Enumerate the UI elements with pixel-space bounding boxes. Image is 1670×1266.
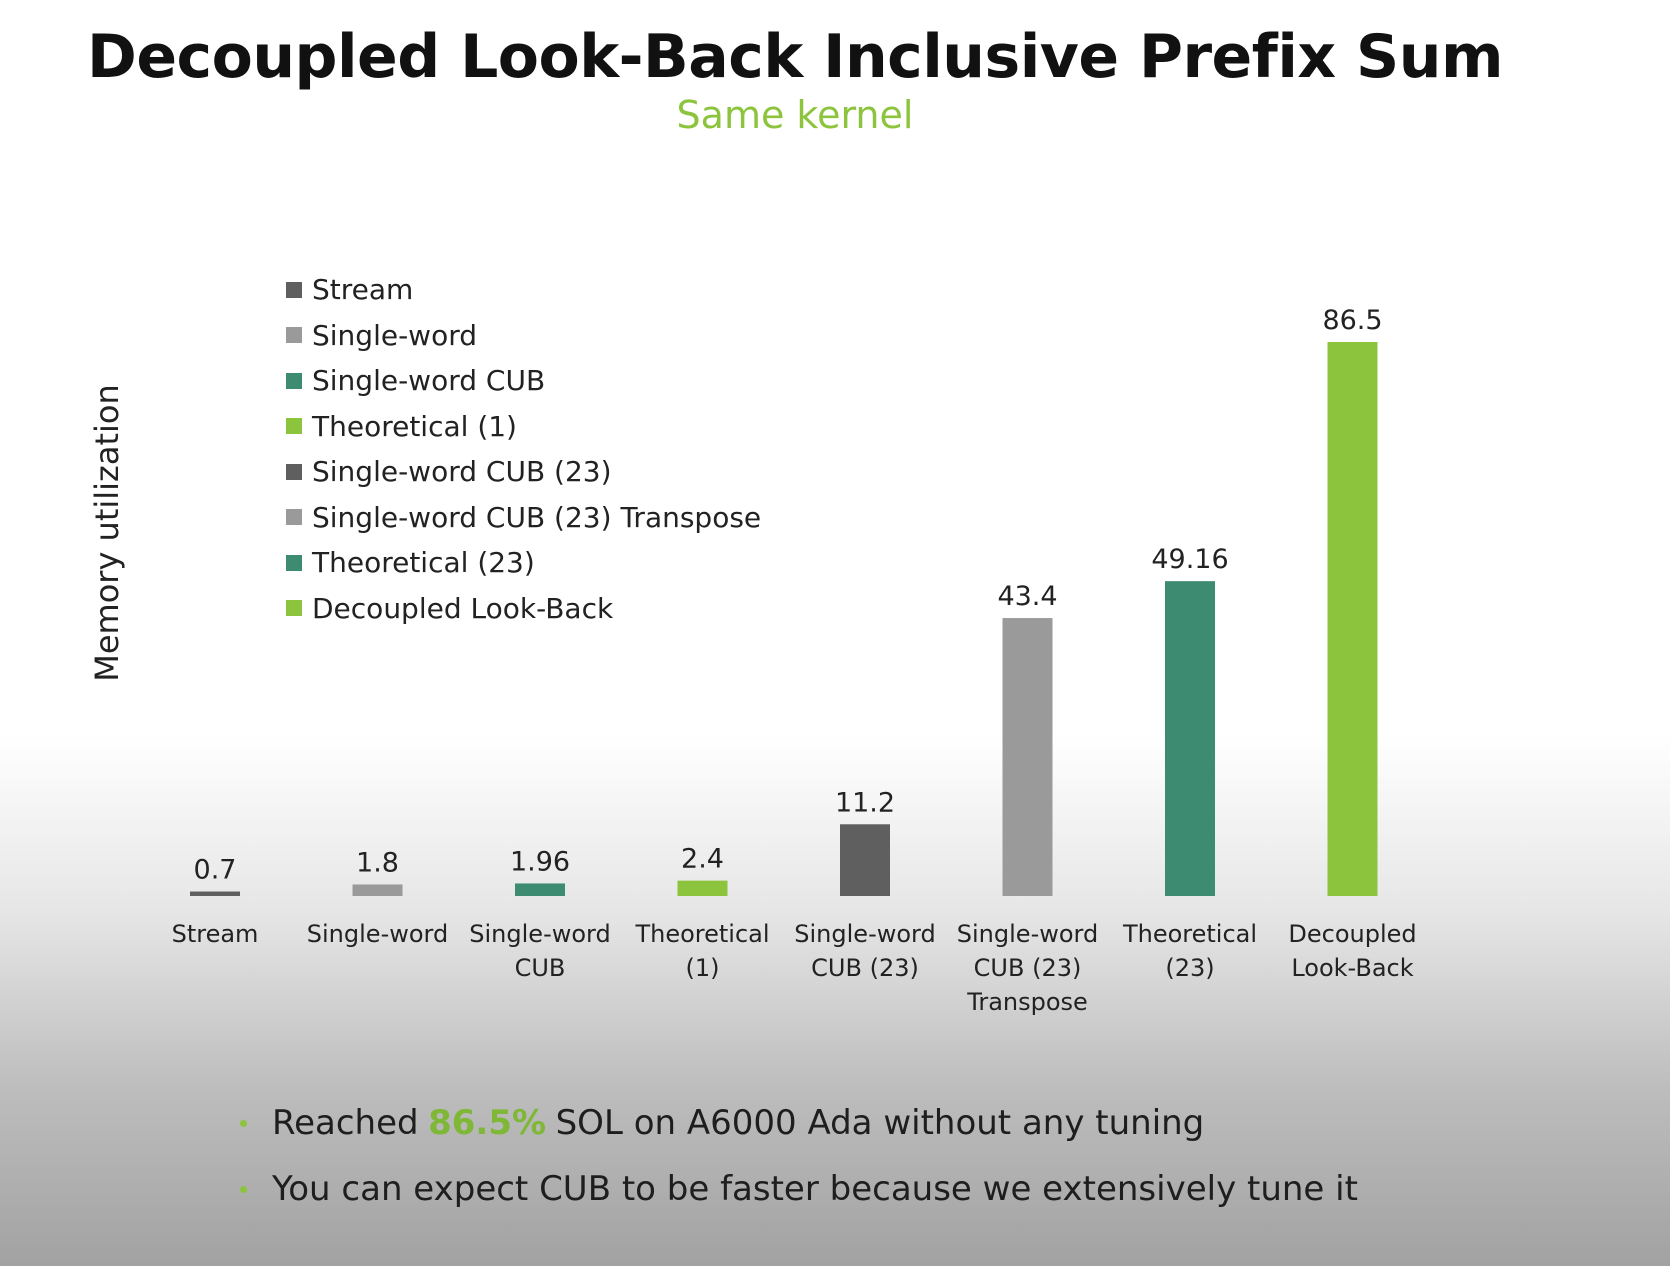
bar-value-label: 2.4 [681, 844, 724, 875]
legend-label: Single-word CUB (23) [312, 455, 612, 489]
bar [840, 824, 890, 896]
bar-value-label: 11.2 [835, 787, 895, 818]
x-tick-label-line: Stream [172, 920, 259, 948]
x-tick-label-line: (23) [1165, 954, 1214, 982]
legend-label: Single-word CUB (23) Transpose [312, 500, 762, 534]
bullet-item: You can expect CUB to be faster because … [240, 1156, 1358, 1222]
chart-subtitle: Same kernel [676, 93, 914, 137]
legend-item: Single-word CUB (23) Transpose [286, 495, 761, 541]
x-tick-label-line: Theoretical [1122, 920, 1257, 948]
legend-label: Decoupled Look-Back [312, 591, 614, 625]
x-tick-label-line: Look-Back [1291, 954, 1413, 982]
legend-swatch [286, 281, 302, 298]
bullet-text-post: SOL on A6000 Ada without any tuning [555, 1103, 1205, 1143]
legend-item: Decoupled Look-Back [286, 586, 761, 632]
x-tick-label-line: Single-word [957, 920, 1098, 948]
bullet-text: You can expect CUB to be faster because … [272, 1169, 1358, 1209]
bar-value-label: 49.16 [1151, 544, 1228, 575]
x-tick-label: Single-word CUB (23) [794, 920, 935, 982]
legend-swatch [286, 372, 302, 389]
legend-item: Single-word [286, 313, 761, 359]
x-tick-label-line: Decoupled [1288, 920, 1416, 948]
legend-swatch [286, 463, 302, 480]
bar [1002, 618, 1053, 896]
x-tick-label: Theoretical (1) [634, 920, 769, 982]
bar [677, 880, 728, 896]
bullet-dot [240, 1119, 247, 1127]
x-tick-label: Single-word CUB (23) Transpose [957, 920, 1098, 1016]
bar [352, 884, 403, 896]
chart-legend: Stream Single-word Single-word CUB Theoreti… [286, 267, 761, 631]
legend-item: Single-word CUB [286, 358, 761, 404]
legend-item: Stream [286, 267, 761, 313]
bullet-text-pre: Reached [272, 1103, 419, 1143]
bar [190, 891, 240, 896]
x-tick-label-line: (1) [686, 954, 720, 982]
x-tick-label-line: Theoretical [634, 920, 769, 948]
legend-label: Theoretical (1) [312, 409, 517, 443]
chart-title: Decoupled Look-Back Inclusive Prefix Sum [87, 22, 1503, 92]
bar-value-label: 86.5 [1322, 305, 1382, 336]
bar-value-label: 1.96 [510, 846, 570, 877]
x-tick-label: Theoretical (23) [1122, 920, 1257, 982]
bar-value-label: 43.4 [997, 581, 1057, 612]
legend-swatch [286, 554, 302, 571]
x-tick-label-line: CUB (23) [811, 954, 919, 982]
legend-label: Single-word [312, 318, 478, 352]
legend-item: Single-word CUB (23) [286, 449, 761, 495]
y-axis-label: Memory utilization [88, 384, 126, 682]
x-tick-label: Decoupled Look-Back [1288, 920, 1416, 982]
bullet-dot [240, 1185, 247, 1193]
x-tick-label: Single-word CUB [469, 920, 610, 982]
legend-item: Theoretical (1) [286, 404, 761, 450]
x-tick-label: Stream [172, 920, 259, 948]
legend-label: Theoretical (23) [312, 546, 535, 580]
bar-value-label: 1.8 [356, 847, 399, 878]
bar-value-label: 0.7 [194, 855, 237, 886]
x-tick-label-line: Single-word [307, 920, 448, 948]
legend-label: Stream [312, 273, 414, 307]
bar [1165, 581, 1215, 896]
x-tick-label-line: Single-word [469, 920, 610, 948]
x-tick-label-line: Single-word [794, 920, 935, 948]
bar [515, 883, 565, 896]
x-tick-label-line: Transpose [966, 988, 1088, 1016]
bullet-item: Reached 86.5% SOL on A6000 Ada without a… [240, 1090, 1358, 1156]
legend-swatch [286, 327, 302, 344]
x-tick-label: Single-word [307, 920, 448, 948]
legend-swatch [286, 600, 302, 617]
bar [1327, 342, 1378, 896]
x-tick-label-line: CUB [515, 954, 566, 982]
bullet-highlight: 86.5% [428, 1103, 547, 1143]
legend-swatch [286, 418, 302, 435]
legend-item: Theoretical (23) [286, 540, 761, 586]
x-tick-label-line: CUB (23) [974, 954, 1082, 982]
bullet-list: Reached 86.5% SOL on A6000 Ada without a… [240, 1090, 1358, 1222]
bars-group: 0.7 Stream 1.8 Single-word 1.96 Single-word CU… [172, 305, 1417, 1016]
legend-swatch [286, 509, 302, 526]
legend-label: Single-word CUB [312, 364, 546, 398]
